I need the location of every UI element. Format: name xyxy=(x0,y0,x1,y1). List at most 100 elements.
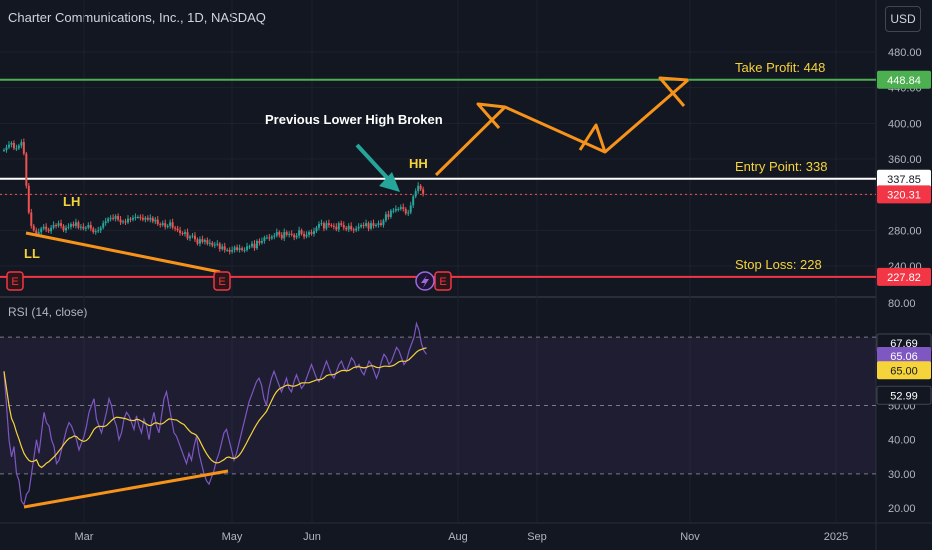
time-tick-label: May xyxy=(222,531,243,543)
candle-body xyxy=(136,216,139,218)
candle-body xyxy=(365,223,368,226)
earnings-marker xyxy=(213,271,231,291)
candle-body xyxy=(146,217,149,220)
candle-body xyxy=(278,232,281,235)
candle-body xyxy=(84,227,87,229)
candle-body xyxy=(164,223,167,227)
candle-body xyxy=(270,236,273,239)
candle-body xyxy=(332,225,335,227)
candle-body xyxy=(273,235,276,237)
candle-body xyxy=(198,239,201,244)
candle-body xyxy=(109,217,112,219)
candle-body xyxy=(384,214,387,221)
candle-body xyxy=(94,231,97,233)
candle-body xyxy=(25,153,28,186)
candle-body xyxy=(265,237,268,239)
candle-body xyxy=(52,224,55,228)
candle-body xyxy=(246,246,249,250)
candle-body xyxy=(141,217,144,220)
price-tag-bg xyxy=(877,169,931,188)
price-tick-label: 360.00 xyxy=(888,154,922,166)
candle-body xyxy=(10,142,13,145)
candle-body xyxy=(161,223,164,225)
earnings-marker-label: E xyxy=(439,276,446,288)
label-ll: LL xyxy=(24,246,40,261)
candle-body xyxy=(114,216,117,219)
candle-body xyxy=(213,244,216,246)
rsi-tag-bg xyxy=(877,347,931,366)
candle-body xyxy=(375,224,377,226)
candle-body xyxy=(293,234,296,238)
candle-body xyxy=(42,226,45,229)
candle-body xyxy=(122,221,125,223)
candle-body xyxy=(74,222,77,226)
candle-body xyxy=(77,222,80,228)
candle-body xyxy=(65,227,67,231)
candle-body xyxy=(174,227,177,229)
rsi-ma-line xyxy=(3,347,427,469)
time-tick-label: 2025 xyxy=(824,531,848,543)
candle-body xyxy=(112,217,115,219)
price-tag: 227.82 xyxy=(887,272,921,284)
candle-body xyxy=(193,235,196,240)
candle-body xyxy=(166,225,169,227)
candle-body xyxy=(417,185,420,192)
label-hh: HH xyxy=(409,156,428,171)
candle-body xyxy=(69,224,72,227)
candle-body xyxy=(422,189,425,194)
candle-body xyxy=(127,218,129,223)
candle-body xyxy=(216,243,219,245)
candle-body xyxy=(357,226,360,229)
candle-body xyxy=(370,223,373,229)
candle-body xyxy=(203,240,206,242)
candle-body xyxy=(298,230,301,236)
candle-body xyxy=(231,249,234,252)
price-tag-bg xyxy=(877,70,931,89)
candle-body xyxy=(12,142,15,149)
candle-body xyxy=(22,142,25,154)
candle-body xyxy=(144,217,147,220)
candle-body xyxy=(107,218,110,222)
candle-body xyxy=(295,235,298,238)
level-label: Entry Point: 338 xyxy=(735,159,828,174)
candle-body xyxy=(131,217,134,220)
candle-body xyxy=(263,237,266,242)
price-tag: 320.31 xyxy=(887,189,921,201)
candle-body xyxy=(228,249,231,252)
candle-body xyxy=(233,247,236,250)
candle-body xyxy=(218,243,221,250)
rsi-price-tag: 65.06 xyxy=(890,351,918,363)
candle-body xyxy=(345,227,348,230)
candle-body xyxy=(40,228,43,233)
candle-body xyxy=(124,221,127,223)
candle-body xyxy=(288,233,291,235)
candle-body xyxy=(129,218,132,220)
candle-body xyxy=(379,223,382,225)
candle-body xyxy=(156,219,159,225)
candle-body xyxy=(20,142,23,146)
candle-body xyxy=(236,247,239,250)
projected-arrowhead xyxy=(476,102,506,129)
candle-body xyxy=(134,216,137,218)
candle-body xyxy=(238,248,241,250)
candle-body xyxy=(37,232,40,234)
candle-body xyxy=(184,232,187,234)
candle-body xyxy=(308,232,311,235)
candle-body xyxy=(87,224,90,228)
candle-body xyxy=(322,223,325,229)
currency-button[interactable]: USD xyxy=(885,6,921,32)
rsi-trend-line xyxy=(23,469,229,509)
candle-body xyxy=(226,249,229,251)
candle-body xyxy=(201,239,204,242)
candle-body xyxy=(399,207,402,209)
candle-body xyxy=(285,232,288,235)
rsi-price-tag: 52.99 xyxy=(890,390,918,402)
candle-body xyxy=(5,147,8,151)
candle-body xyxy=(402,207,405,209)
label-lh: LH xyxy=(63,194,80,209)
candle-body xyxy=(387,214,390,217)
candle-body xyxy=(186,232,189,239)
candle-body xyxy=(330,224,333,226)
level-label: Take Profit: 448 xyxy=(735,60,825,75)
